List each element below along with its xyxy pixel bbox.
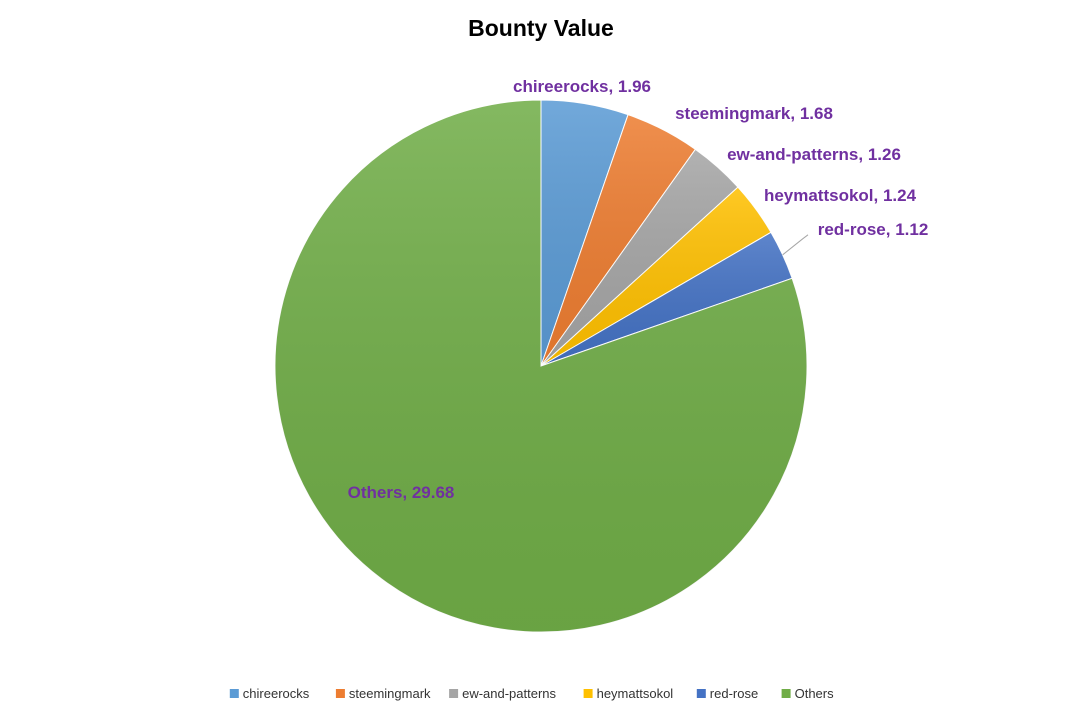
legend-label-steemingmark: steemingmark bbox=[349, 686, 431, 701]
data-label-red-rose: red-rose, 1.12 bbox=[818, 220, 929, 239]
legend-swatch-others bbox=[781, 689, 791, 698]
leader-lines bbox=[782, 234, 809, 256]
data-label-others: Others, 29.68 bbox=[348, 483, 455, 502]
legend-swatch-ew-and-patterns bbox=[449, 689, 459, 698]
legend-label-chireerocks: chireerocks bbox=[243, 686, 310, 701]
legend-label-ew-and-patterns: ew-and-patterns bbox=[462, 686, 556, 701]
data-label-steemingmark: steemingmark, 1.68 bbox=[675, 104, 833, 123]
data-labels: chireerocks, 1.96 steemingmark, 1.68 ew-an… bbox=[348, 77, 929, 502]
legend-swatch-heymattsokol bbox=[583, 689, 593, 698]
data-label-ew-and-patterns: ew-and-patterns, 1.26 bbox=[727, 145, 901, 164]
legend: chireerocks steemingmark ew-and-patterns he… bbox=[229, 686, 835, 701]
legend-swatch-red-rose bbox=[696, 689, 706, 698]
leader-line-red-rose bbox=[782, 234, 809, 256]
chart-title: Bounty Value bbox=[468, 15, 614, 41]
data-label-heymattsokol: heymattsokol, 1.24 bbox=[764, 186, 917, 205]
legend-label-heymattsokol: heymattsokol bbox=[597, 686, 674, 701]
legend-label-red-rose: red-rose bbox=[710, 686, 758, 701]
legend-swatch-chireerocks bbox=[229, 689, 239, 698]
legend-swatch-steemingmark bbox=[335, 689, 345, 698]
pie-slices bbox=[274, 99, 808, 633]
data-label-chireerocks: chireerocks, 1.96 bbox=[513, 77, 651, 96]
legend-label-others: Others bbox=[795, 686, 835, 701]
